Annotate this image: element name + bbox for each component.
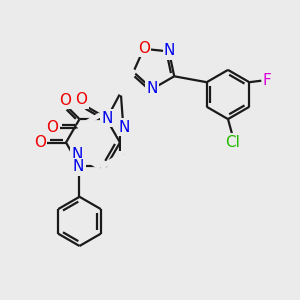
Text: O: O bbox=[138, 41, 150, 56]
Text: O: O bbox=[75, 92, 87, 107]
Text: N: N bbox=[102, 111, 113, 126]
Text: N: N bbox=[71, 147, 83, 162]
Text: N: N bbox=[147, 82, 158, 97]
Text: O: O bbox=[34, 135, 46, 150]
Text: O: O bbox=[46, 120, 58, 135]
Text: N: N bbox=[118, 120, 130, 135]
Text: F: F bbox=[263, 73, 272, 88]
Text: Cl: Cl bbox=[225, 135, 240, 150]
Text: N: N bbox=[73, 159, 84, 174]
Text: N: N bbox=[164, 43, 175, 58]
Text: O: O bbox=[59, 93, 71, 108]
